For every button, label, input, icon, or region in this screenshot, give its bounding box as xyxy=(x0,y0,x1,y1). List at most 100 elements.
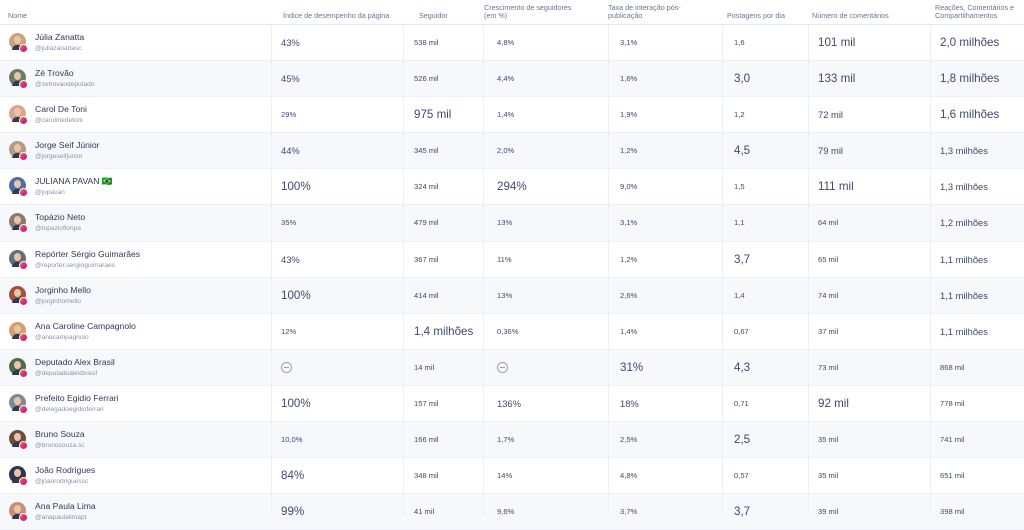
col-header-nome[interactable]: Nome xyxy=(8,11,28,20)
cell-comentarios: 35 mil xyxy=(818,435,839,445)
col-header-indice[interactable]: Índice de desempenho da página xyxy=(283,11,390,20)
cell-comentarios: 64 mil xyxy=(818,218,839,228)
instagram-badge-icon xyxy=(19,332,28,342)
profile-name[interactable]: Topázio Neto xyxy=(35,212,86,223)
profile-name[interactable]: Júlia Zanatta xyxy=(35,32,85,42)
cell-indice: 44% xyxy=(281,145,300,157)
cell-indice: 29% xyxy=(281,110,297,120)
instagram-badge-icon xyxy=(19,116,28,126)
cell-seguidor: 157 mil xyxy=(414,398,439,408)
cell-taxa: 1,9% xyxy=(620,110,638,120)
cell-indice: 100% xyxy=(281,288,311,302)
cell-seguidor: 975 mil xyxy=(414,108,452,122)
profile-name[interactable]: Zé Trovão xyxy=(35,68,74,79)
instagram-badge-icon xyxy=(19,404,28,414)
cell-seguidor: 166 mil xyxy=(414,435,439,445)
profile-name[interactable]: Jorginho Mello xyxy=(35,284,91,295)
profile-name[interactable]: Ana Caroline Campagnolo xyxy=(35,320,136,331)
table-row[interactable]: Prefeito Egidio Ferrari @delegadoegidiofe… xyxy=(0,386,1024,423)
no-data-icon xyxy=(497,361,508,373)
cell-crescimento: 2,0% xyxy=(497,146,515,156)
cell-reacoes: 868 mil xyxy=(940,362,965,372)
column-divider xyxy=(722,24,723,515)
table-row[interactable]: Júlia Zanatta @juliazanattasc 43% 538 mil 4,… xyxy=(0,25,1024,62)
cell-comentarios: 35 mil xyxy=(818,471,839,481)
profile-name[interactable]: Repórter Sérgio Guimarães xyxy=(35,248,141,259)
cell-comentarios: 72 mil xyxy=(818,109,844,121)
cell-crescimento: 0,36% xyxy=(497,326,519,336)
table-row[interactable]: JULIANA PAVAN 🇧🇷 @jupavan 100% 324 mil 294% 9… xyxy=(0,169,1024,206)
profile-name[interactable]: JULIANA PAVAN 🇧🇷 xyxy=(35,176,113,187)
cell-taxa: 3,7% xyxy=(620,507,638,517)
table-row[interactable]: Jorginho Mello @jorginhomello 100% 414 mil 1… xyxy=(0,277,1024,314)
col-header-taxa[interactable]: Taxa de interação pós-publicação xyxy=(608,3,681,20)
instagram-badge-icon xyxy=(19,44,28,53)
cell-postagens: 4,5 xyxy=(734,144,751,158)
cell-seguidor: 538 mil xyxy=(414,38,439,47)
col-header-crescimento[interactable]: Crescimento de seguidores (em %) xyxy=(484,3,572,20)
table-row[interactable]: Repórter Sérgio Guimarães @reporter.sergi… xyxy=(0,242,1024,278)
cell-postagens: 0,57 xyxy=(734,471,749,481)
table-body: Júlia Zanatta @juliazanattasc 43% 538 mil 4,… xyxy=(0,25,1024,530)
profile-name[interactable]: Bruno Souza xyxy=(35,429,85,440)
table-row[interactable]: Carol De Toni @carolinedetoni 29% 975 mil 1,… xyxy=(0,97,1024,134)
cell-indice: 84% xyxy=(281,469,305,483)
profile-name[interactable]: Prefeito Egidio Ferrari xyxy=(35,392,119,403)
col-header-postagens[interactable]: Postagens por dia xyxy=(727,11,785,20)
profile-handle: @anapaulalimapt xyxy=(35,514,87,522)
profile-name[interactable]: Jorge Seif Júnior xyxy=(35,140,100,151)
table-row[interactable]: Topázio Neto @topaziofloripa 35% 479 mil 13%… xyxy=(0,205,1024,242)
col-header-comentarios[interactable]: Número de comentários xyxy=(812,11,889,20)
table-row[interactable]: João Rodrigues @joaorodriguessc 84% 348 mil… xyxy=(0,458,1024,495)
cell-postagens: 0,71 xyxy=(734,398,749,408)
col-header-reacoes[interactable]: Reações, Comentários e Compartilhamentos xyxy=(935,3,1015,20)
cell-reacoes: 1,3 milhões xyxy=(940,145,988,157)
table-row[interactable]: Ana Paula Lima @anapaulalimapt 99% 41 mil 9,… xyxy=(0,494,1024,530)
no-data-icon xyxy=(281,361,292,373)
cell-taxa: 1,2% xyxy=(620,254,638,264)
column-divider xyxy=(403,24,404,515)
cell-postagens: 1,6 xyxy=(734,38,745,47)
column-divider xyxy=(483,24,484,515)
table-row[interactable]: Zé Trovão @zetrovaodeputado 45% 526 mil 4,4%… xyxy=(0,61,1024,98)
cell-postagens: 1,2 xyxy=(734,110,745,120)
profile-name[interactable]: Carol De Toni xyxy=(35,104,87,115)
cell-postagens: 1,1 xyxy=(734,218,745,228)
cell-seguidor: 324 mil xyxy=(414,182,439,192)
profiles-table: Nome Índice de desempenho da página Segu… xyxy=(0,3,1024,523)
cell-crescimento: 4,4% xyxy=(497,74,515,84)
cell-taxa: 3,1% xyxy=(620,38,638,47)
cell-reacoes: 1,6 milhões xyxy=(940,108,1000,122)
cell-reacoes: 1,1 milhões xyxy=(940,289,988,301)
cell-indice: 43% xyxy=(281,253,300,265)
profile-handle: @zetrovaodeputado xyxy=(35,81,95,89)
cell-taxa: 9,0% xyxy=(620,182,638,192)
cell-seguidor: 479 mil xyxy=(414,218,439,228)
column-divider xyxy=(808,24,809,515)
cell-postagens: 4,3 xyxy=(734,360,751,374)
cell-reacoes: 2,0 milhões xyxy=(940,36,1000,49)
table-row[interactable]: Jorge Seif Júnior @jorgeseifjunior 44% 345 … xyxy=(0,133,1024,170)
table-row[interactable]: Bruno Souza @brunosouza.sc 10,0% 166 mil 1,7… xyxy=(0,422,1024,459)
cell-postagens: 1,4 xyxy=(734,290,745,300)
profile-name[interactable]: Deputado Alex Brasil xyxy=(35,356,115,367)
cell-reacoes: 1,3 milhões xyxy=(940,181,988,193)
cell-taxa: 3,1% xyxy=(620,218,638,228)
table-row[interactable]: Ana Caroline Campagnolo @anacampagnolo 12%… xyxy=(0,314,1024,350)
cell-comentarios: 37 mil xyxy=(818,326,839,336)
profile-handle: @reporter.sergioguimaraes xyxy=(35,261,115,269)
profile-handle: @juliazanattasc xyxy=(35,45,82,52)
cell-comentarios: 73 mil xyxy=(818,362,839,372)
cell-reacoes: 1,1 milhões xyxy=(940,253,988,265)
col-header-seguidor[interactable]: Seguidor xyxy=(419,11,448,20)
table-row[interactable]: Deputado Alex Brasil @deputadoalexbrasil 1… xyxy=(0,349,1024,386)
cell-crescimento: 14% xyxy=(497,471,513,481)
cell-seguidor: 41 mil xyxy=(414,507,435,517)
profile-name[interactable]: Ana Paula Lima xyxy=(35,501,96,512)
instagram-badge-icon xyxy=(19,477,28,487)
profile-handle: @delegadoegidioferrari xyxy=(35,405,104,413)
profile-name[interactable]: João Rodrigues xyxy=(35,465,96,476)
cell-taxa: 18% xyxy=(620,397,639,409)
profile-handle: @topaziofloripa xyxy=(35,225,81,233)
cell-postagens: 0,67 xyxy=(734,326,749,336)
